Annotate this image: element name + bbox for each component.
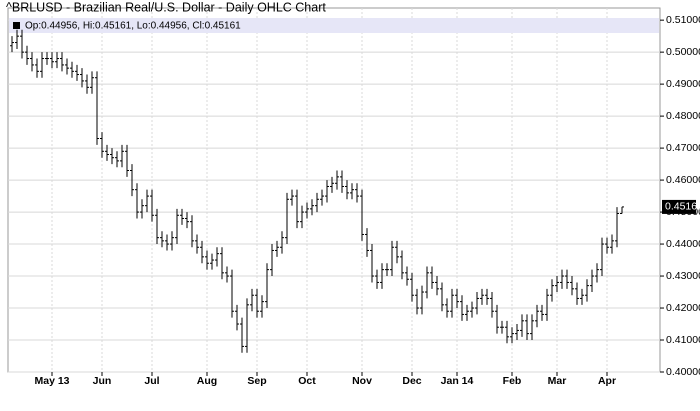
chart-title: ^BRLUSD - Brazilian Real/U.S. Dollar - D… xyxy=(6,0,326,14)
x-tick-label: Nov xyxy=(352,375,372,387)
plot-area xyxy=(7,7,661,373)
x-tick-label: Jun xyxy=(93,375,112,387)
x-tick-label: Aug xyxy=(197,375,217,387)
legend-text: Op:0.44956, Hi:0.45161, Lo:0.44956, Cl:0… xyxy=(25,21,241,32)
legend-icon xyxy=(13,22,20,29)
y-tick-label: 0.51000 xyxy=(666,14,700,26)
x-tick-label: May 13 xyxy=(34,375,69,387)
legend-band xyxy=(9,18,659,33)
x-tick-label: Jul xyxy=(144,375,159,387)
x-tick-label: Mar xyxy=(548,375,567,387)
x-tick-label: Feb xyxy=(503,375,522,387)
x-tick-label: Oct xyxy=(298,375,316,387)
last-price-label: 0.45161 xyxy=(665,201,700,213)
x-tick-label: Dec xyxy=(402,375,421,387)
x-tick-label: Sep xyxy=(247,375,266,387)
x-tick-label: Apr xyxy=(598,375,616,387)
x-tick-label: Jan 14 xyxy=(441,375,474,387)
last-price-box xyxy=(662,199,696,214)
